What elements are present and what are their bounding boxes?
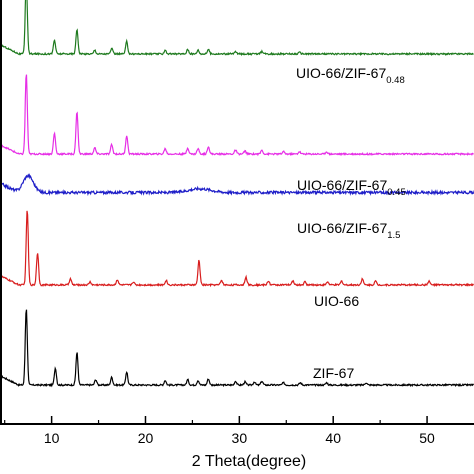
series-line [0, 309, 474, 388]
x-tick-label: 30 [232, 430, 248, 446]
series-label: UIO-66/ZIF-671.5 [297, 220, 400, 241]
series-zif-67: ZIF-67 [0, 309, 474, 388]
series-line [0, 173, 474, 197]
series-label: ZIF-67 [313, 365, 354, 381]
series-line [0, 74, 474, 157]
axes-layer: 10 20 30 40 50 [0, 0, 474, 446]
series-layer: ZIF-67 UIO-66 UIO-66/ZIF-671.5 UIO-66/ZIF-6… [0, 0, 474, 388]
x-tick-label: 20 [138, 430, 154, 446]
series-uio-66: UIO-66 [0, 210, 474, 309]
series-line [0, 210, 474, 288]
series-uio-66-zif-67-0-48: UIO-66/ZIF-670.48 [0, 0, 474, 86]
x-tick-label: 40 [325, 430, 341, 446]
x-tick-label: 50 [419, 430, 435, 446]
series-label: UIO-66 [314, 293, 359, 309]
axis-frame [0, 0, 474, 425]
series-label: UIO-66/ZIF-670.45 [297, 177, 406, 198]
x-tick-label: 10 [44, 430, 60, 446]
series-uio-66-zif-67-0-45: UIO-66/ZIF-670.45 [0, 74, 474, 198]
series-uio-66-zif-67-1-5: UIO-66/ZIF-671.5 [0, 173, 474, 241]
series-line [0, 0, 474, 57]
x-axis-title: 2 Theta(degree) [192, 453, 306, 470]
series-label: UIO-66/ZIF-670.48 [296, 65, 405, 86]
